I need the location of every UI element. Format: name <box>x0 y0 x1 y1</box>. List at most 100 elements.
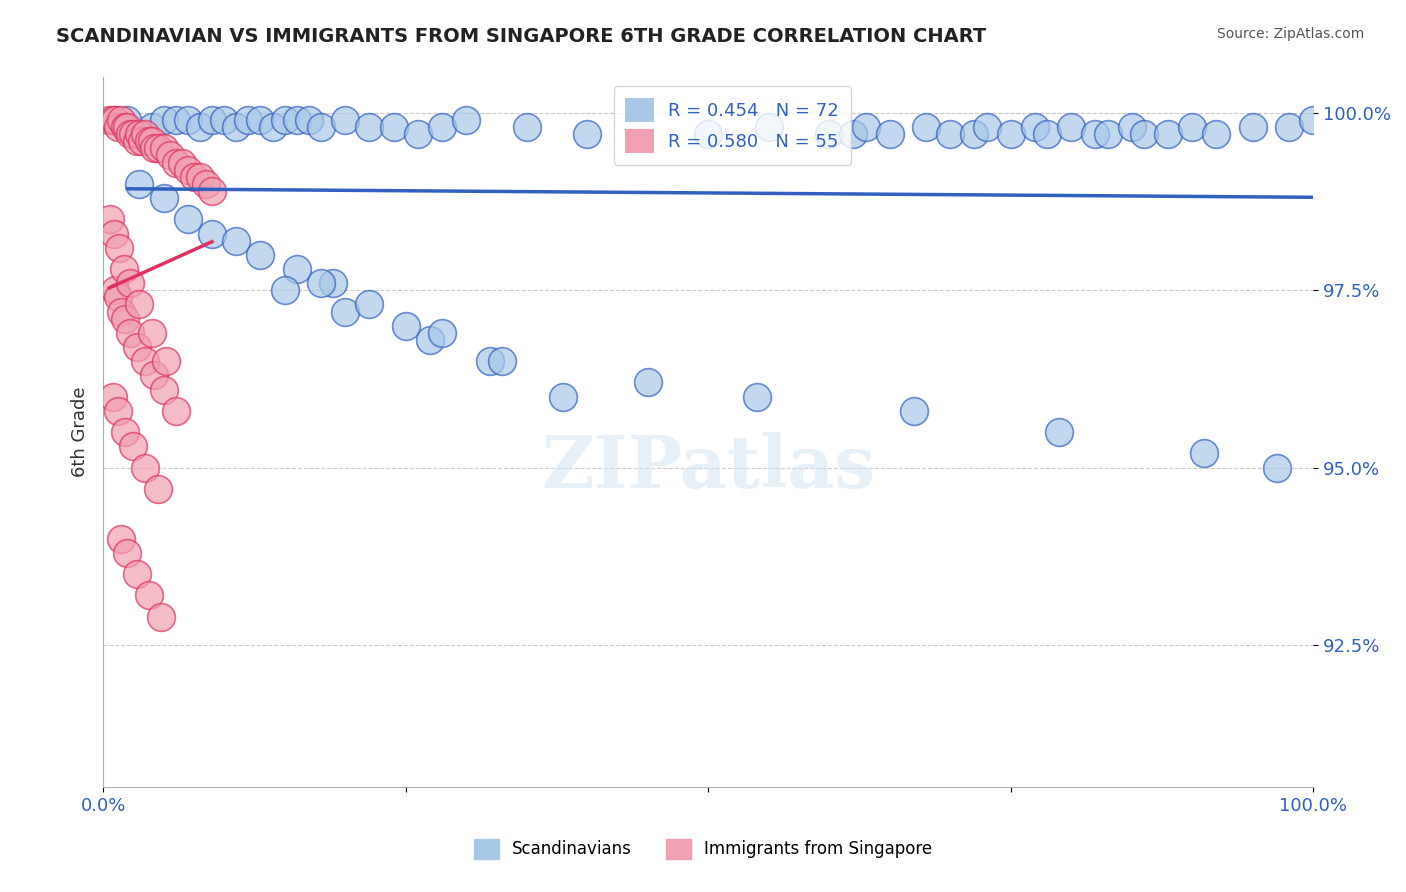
Point <box>1241 120 1264 134</box>
Point <box>138 588 160 602</box>
Point <box>188 169 211 184</box>
Point <box>170 155 193 169</box>
Point <box>125 134 148 148</box>
Point <box>1302 113 1324 128</box>
Text: Source: ZipAtlas.com: Source: ZipAtlas.com <box>1216 27 1364 41</box>
Point <box>201 113 224 128</box>
Point <box>697 127 720 141</box>
Point <box>903 404 925 418</box>
Point <box>122 127 145 141</box>
Point <box>419 333 441 347</box>
Point <box>273 113 295 128</box>
Text: ZIPatlas: ZIPatlas <box>541 432 876 503</box>
Point <box>1133 127 1156 141</box>
Point <box>141 120 163 134</box>
Point <box>141 134 163 148</box>
Point <box>939 127 962 141</box>
Point <box>114 311 136 326</box>
Point <box>117 113 139 128</box>
Point <box>333 304 356 318</box>
Point <box>491 354 513 368</box>
Point <box>155 354 177 368</box>
Text: SCANDINAVIAN VS IMMIGRANTS FROM SINGAPORE 6TH GRADE CORRELATION CHART: SCANDINAVIAN VS IMMIGRANTS FROM SINGAPOR… <box>56 27 987 45</box>
Point <box>1121 120 1143 134</box>
Point <box>165 113 187 128</box>
Point <box>201 227 224 241</box>
Point <box>818 127 841 141</box>
Point <box>1181 120 1204 134</box>
Point <box>1205 127 1227 141</box>
Point <box>238 113 260 128</box>
Point <box>108 241 131 255</box>
Point <box>359 297 381 311</box>
Point <box>879 127 901 141</box>
Point <box>1084 127 1107 141</box>
Point <box>298 113 321 128</box>
Point <box>1097 127 1119 141</box>
Point <box>152 191 174 205</box>
Point <box>128 177 150 191</box>
Point <box>150 609 173 624</box>
Point <box>101 113 124 128</box>
Point <box>152 383 174 397</box>
Point <box>107 120 129 134</box>
Point <box>1265 460 1288 475</box>
Point <box>249 113 271 128</box>
Point <box>225 120 247 134</box>
Point <box>309 276 332 290</box>
Point <box>285 113 308 128</box>
Point <box>225 234 247 248</box>
Point <box>1060 120 1083 134</box>
Point <box>110 113 132 128</box>
Point <box>212 113 235 128</box>
Point <box>1000 127 1022 141</box>
Point <box>516 120 538 134</box>
Point <box>159 148 181 162</box>
Point <box>134 127 156 141</box>
Point <box>1278 120 1301 134</box>
Point <box>125 567 148 582</box>
Point <box>134 460 156 475</box>
Point <box>1024 120 1046 134</box>
Point <box>195 177 218 191</box>
Point <box>122 439 145 453</box>
Point <box>152 113 174 128</box>
Point <box>101 390 124 404</box>
Point <box>103 227 125 241</box>
Point <box>1036 127 1059 141</box>
Point <box>963 127 986 141</box>
Point <box>976 120 998 134</box>
Point <box>118 127 141 141</box>
Point <box>128 127 150 141</box>
Point <box>479 354 502 368</box>
Point <box>114 425 136 439</box>
Point <box>406 127 429 141</box>
Point <box>188 120 211 134</box>
Point <box>183 169 205 184</box>
Point <box>125 340 148 354</box>
Point <box>273 283 295 297</box>
Point <box>134 354 156 368</box>
Point <box>745 390 768 404</box>
Point <box>177 113 200 128</box>
Point <box>165 404 187 418</box>
Point <box>100 212 122 227</box>
Point <box>118 276 141 290</box>
Point <box>430 120 453 134</box>
Point <box>576 127 599 141</box>
Y-axis label: 6th Grade: 6th Grade <box>72 387 89 477</box>
Point <box>146 482 169 496</box>
Point <box>322 276 344 290</box>
Point <box>177 162 200 177</box>
Legend: Scandinavians, Immigrants from Singapore: Scandinavians, Immigrants from Singapore <box>467 832 939 866</box>
Point <box>142 368 165 383</box>
Legend: R = 0.454   N = 72, R = 0.580   N = 55: R = 0.454 N = 72, R = 0.580 N = 55 <box>613 87 851 165</box>
Point <box>165 155 187 169</box>
Point <box>842 127 865 141</box>
Point <box>107 290 129 304</box>
Point <box>142 141 165 155</box>
Point <box>110 304 132 318</box>
Point <box>117 546 139 560</box>
Point <box>855 120 877 134</box>
Point <box>359 120 381 134</box>
